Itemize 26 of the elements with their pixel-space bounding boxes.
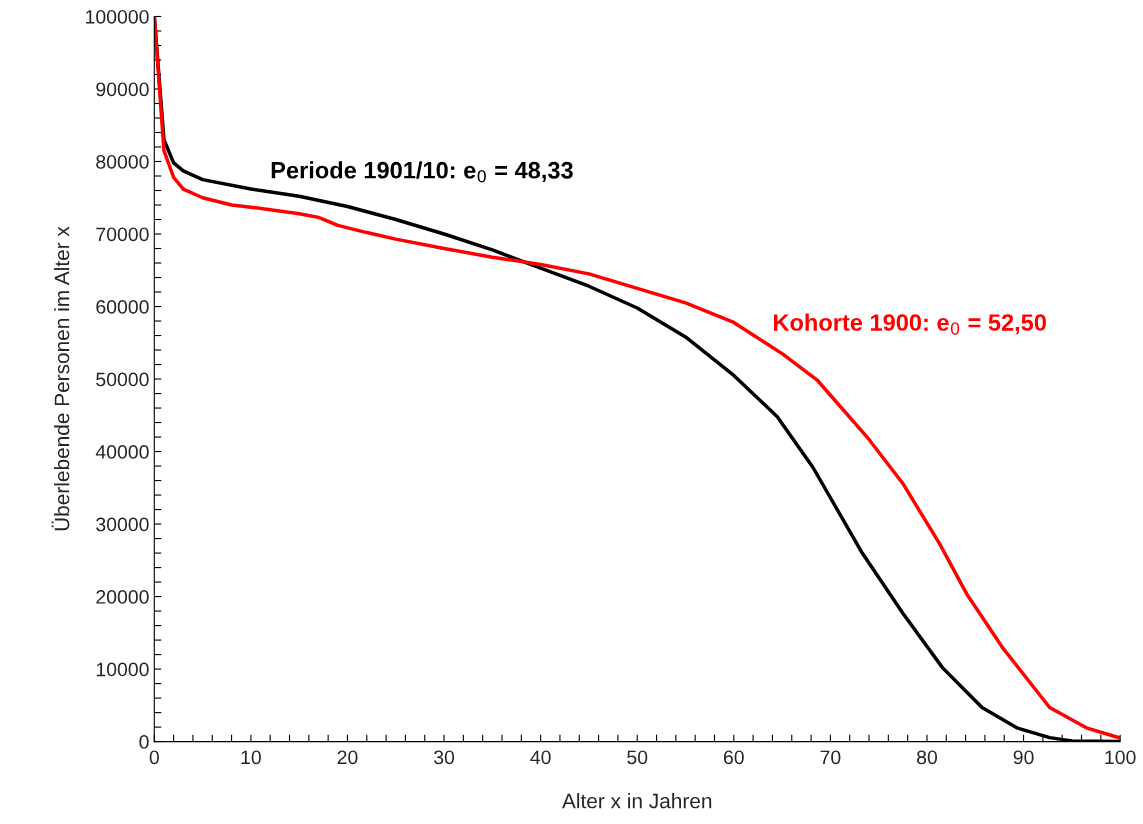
y-tick-label: 20000	[96, 590, 149, 604]
y-axis-title: Überlebende Personen im Alter x	[51, 226, 70, 531]
x-tick-label: 70	[820, 750, 841, 765]
y-tick-label: 60000	[96, 300, 149, 314]
y-tick-label: 0	[139, 735, 149, 749]
y-tick-label: 80000	[96, 154, 149, 169]
x-tick-label: 90	[1013, 750, 1034, 765]
x-tick-label: 10	[241, 750, 261, 765]
x-tick-label: 30	[433, 750, 455, 765]
y-tick-label: 70000	[96, 227, 149, 242]
x-tick-label: 40	[530, 750, 551, 765]
x-tick-label: 80	[917, 750, 938, 765]
x-tick-label: 20	[337, 750, 358, 765]
x-tick-label: 100	[1105, 750, 1136, 765]
y-tick-label: 50000	[96, 372, 149, 387]
y-tick-label: 10000	[96, 662, 149, 677]
annotation: Periode 1901/10: e$_{0}$ = 48,33	[271, 161, 573, 183]
x-tick-label: 60	[723, 750, 744, 765]
x-axis-title: Alter x in Jahren	[562, 793, 712, 809]
y-tick-label: 40000	[95, 445, 149, 459]
x-tick-label: 50	[627, 750, 648, 765]
y-tick-label: 100000	[86, 9, 149, 24]
y-tick-label: 90000	[96, 82, 149, 97]
y-tick-label: 30000	[96, 517, 149, 532]
annotation: Kohorte 1900: e$_{0}$ = 52,50	[774, 313, 1046, 335]
x-tick-label: 0	[149, 750, 159, 765]
